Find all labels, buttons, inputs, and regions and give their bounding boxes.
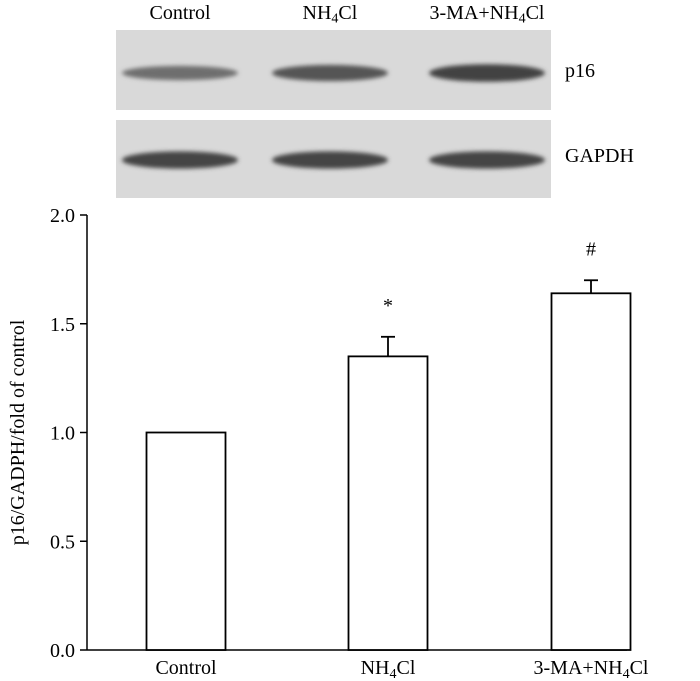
band-label-p16: p16 <box>565 60 595 82</box>
y-tick-label: 1.5 <box>50 314 75 336</box>
significance-marker: * <box>383 295 393 317</box>
gapdh-band <box>429 151 545 169</box>
y-tick-label: 0.0 <box>50 640 75 662</box>
band-label-gapdh: GAPDH <box>565 145 634 167</box>
p16-band <box>122 65 238 81</box>
bar <box>550 292 632 651</box>
gapdh-band <box>272 151 388 169</box>
blot-lane-label: NH4Cl <box>302 2 358 27</box>
blot-lane-label: Control <box>149 2 211 24</box>
p16-bands <box>122 64 545 82</box>
gapdh-bands <box>122 151 545 169</box>
gapdh-band <box>122 151 238 169</box>
x-tick-label: Control <box>155 657 217 679</box>
y-tick-label: 1.0 <box>50 423 75 445</box>
blot-panel-p16 <box>116 30 551 110</box>
p16-band <box>272 64 388 82</box>
x-tick-label: NH4Cl <box>361 657 416 681</box>
y-tick-label: 2.0 <box>50 205 75 227</box>
y-tick-label: 0.5 <box>50 531 75 553</box>
blot-panel-gapdh <box>116 120 551 198</box>
bar <box>145 431 227 651</box>
x-tick-label: 3-MA+NH4Cl <box>534 657 649 681</box>
y-axis-label: p16/GADPH/fold of control <box>7 319 29 545</box>
blot-lane-label: 3-MA+NH4Cl <box>429 2 545 27</box>
bar <box>347 355 429 651</box>
significance-marker: # <box>586 238 596 260</box>
p16-band <box>429 64 545 82</box>
